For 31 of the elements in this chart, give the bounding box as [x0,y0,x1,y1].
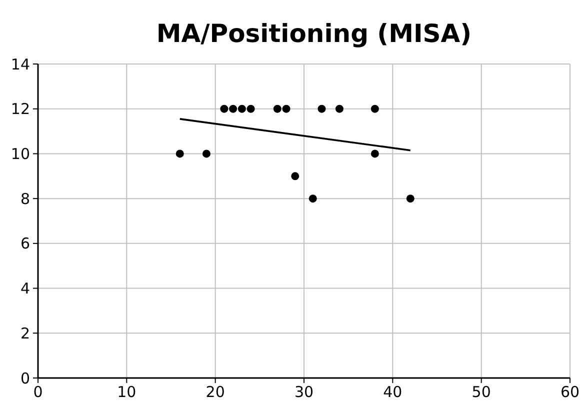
y-tick-label: 8 [20,190,30,208]
point [282,104,290,113]
y-tick-label: 10 [10,144,30,163]
x-tick-label: 20 [206,383,225,401]
x-tick-label: 30 [294,383,314,401]
x-tick-label: 40 [383,383,402,401]
chart-title: MA/Positioning (MISA) [156,19,472,48]
y-tick-label: 4 [20,280,30,298]
point [220,104,228,113]
x-tick-label: 0 [33,383,43,401]
y-tick-label: 2 [20,324,30,342]
y-tick-label: 6 [20,234,30,253]
point [370,104,379,113]
point [246,104,255,113]
point [176,150,184,158]
point [308,194,317,203]
point [370,150,379,158]
point [238,104,246,113]
y-tick-label: 12 [10,100,30,118]
point [291,172,300,180]
x-tick-label: 10 [117,383,136,401]
point [406,194,414,203]
point [273,104,282,113]
x-tick-label: 50 [472,383,491,401]
point [318,104,326,113]
point [229,104,238,113]
x-tick-label: 60 [560,383,580,401]
point [335,104,344,113]
y-tick-label: 14 [10,55,30,74]
y-tick-label: 0 [20,369,30,388]
point [202,150,210,158]
